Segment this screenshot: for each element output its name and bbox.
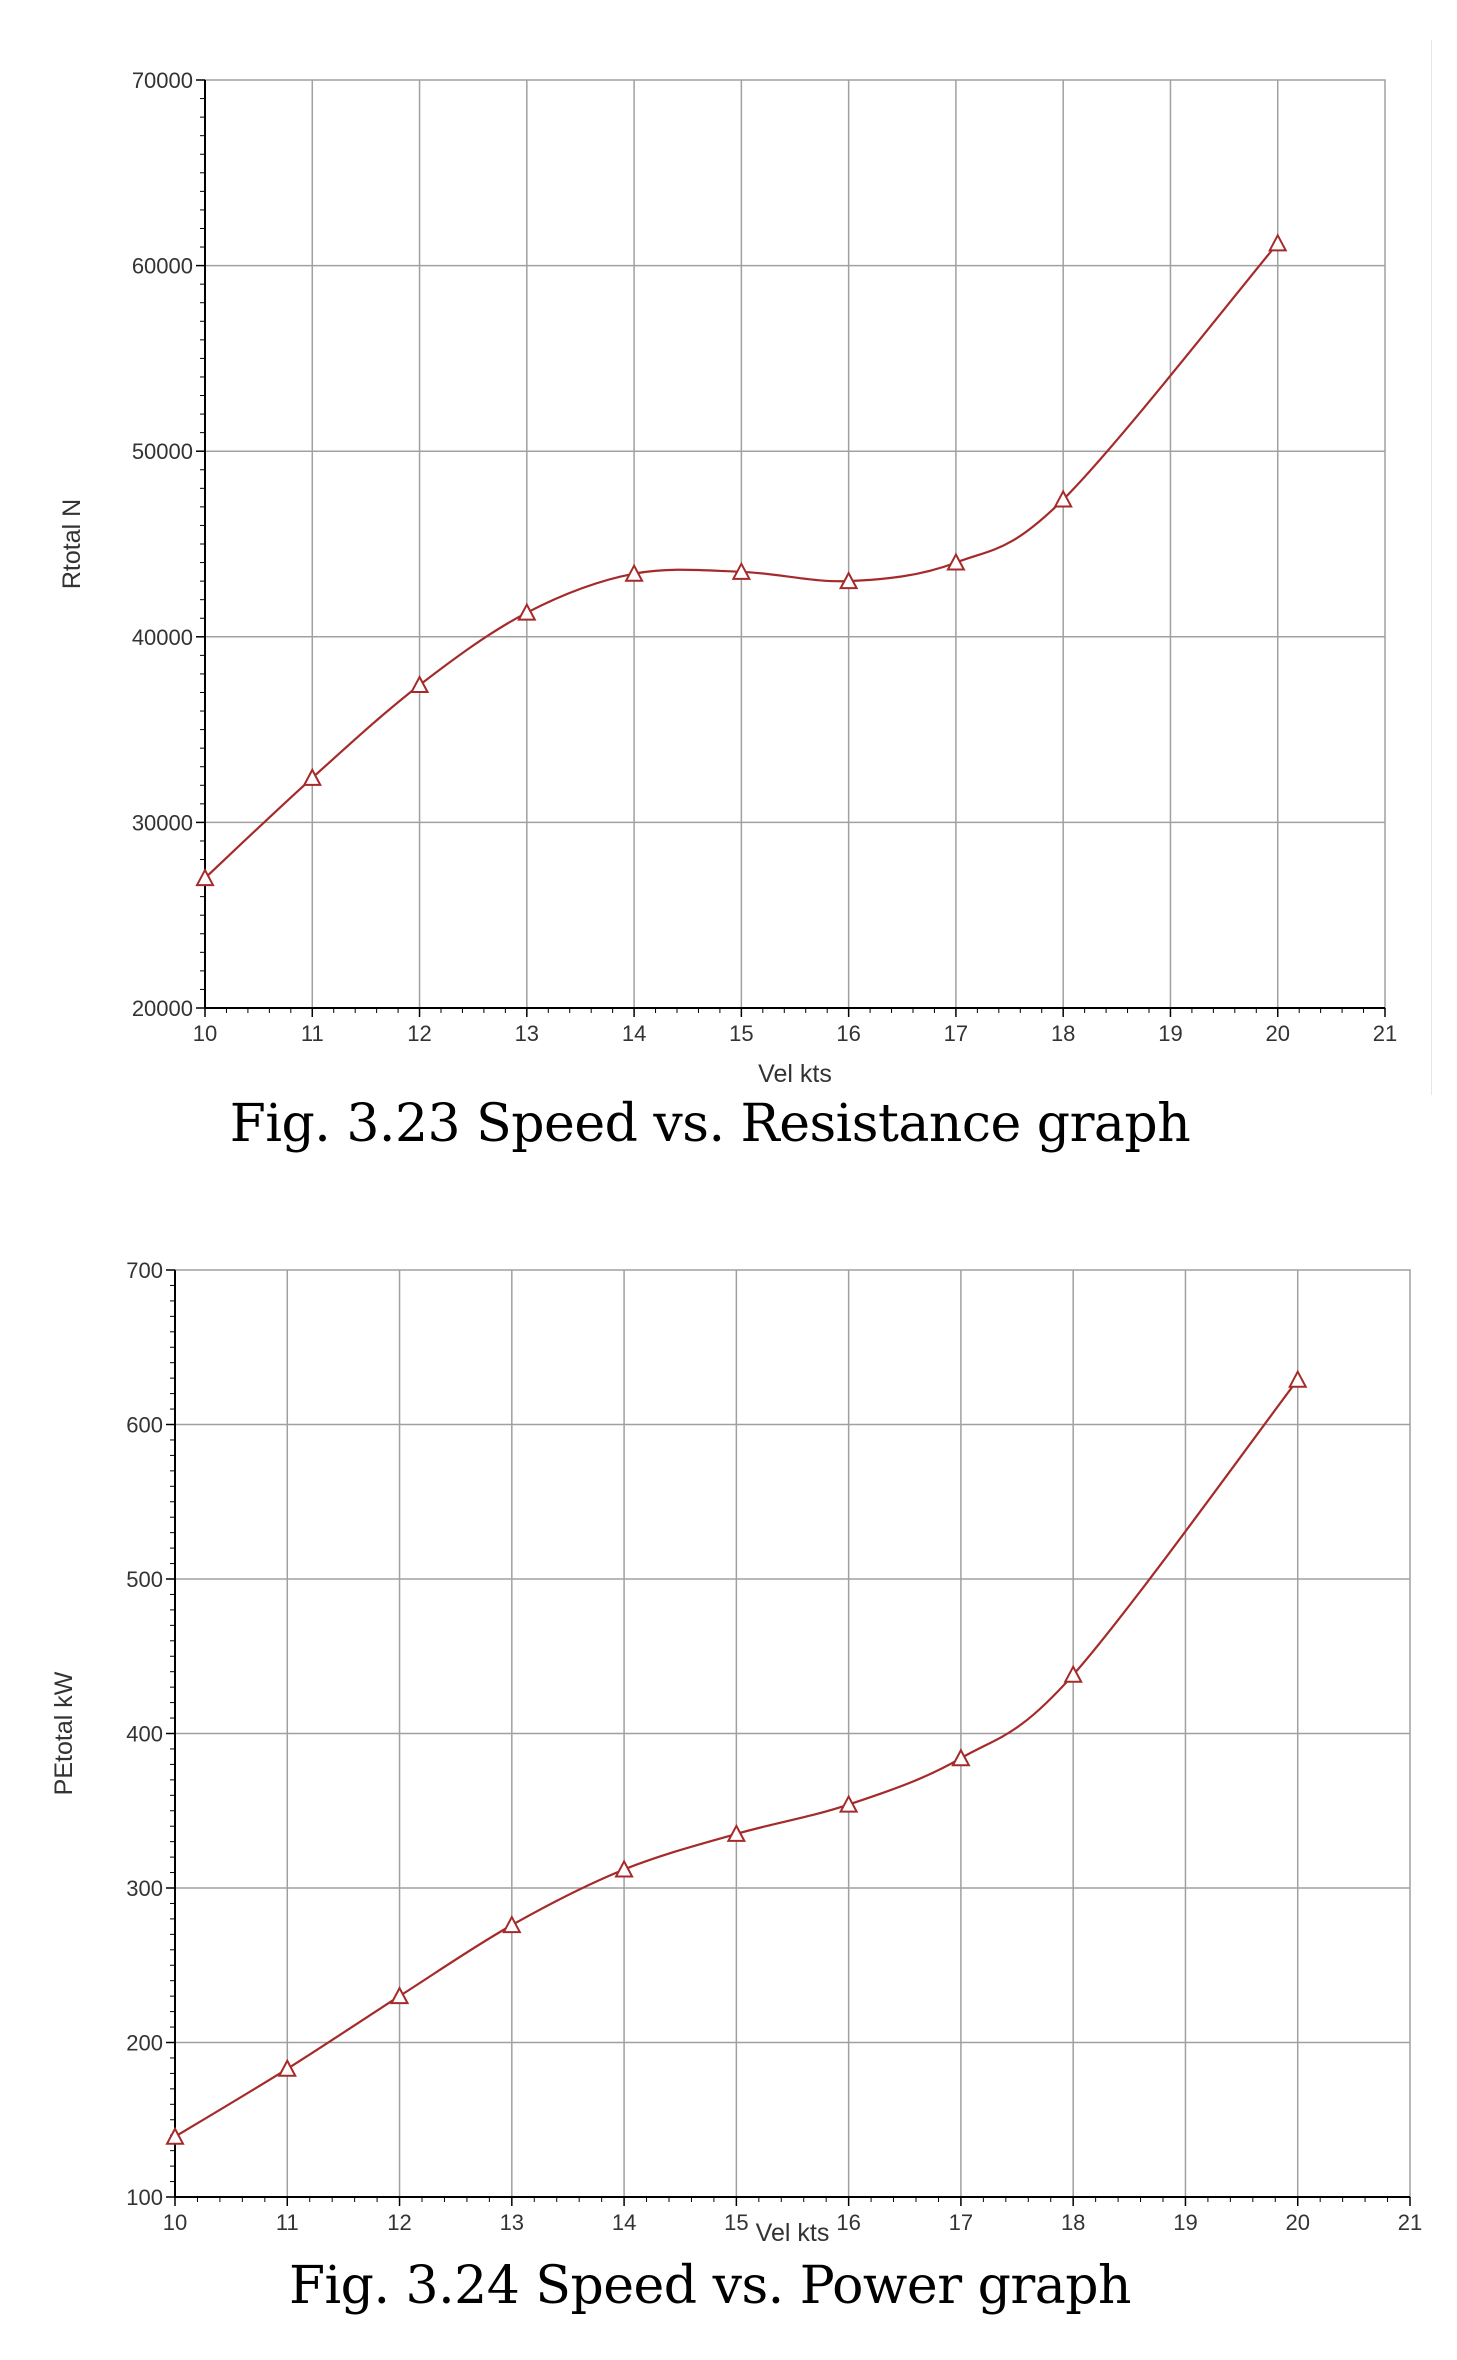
x-tick-label: 20	[1265, 1021, 1289, 1046]
x-tick-label: 10	[163, 2210, 187, 2235]
x-tick-label: 17	[949, 2210, 973, 2235]
power-chart-caption: Fig. 3.24 Speed vs. Power graph	[288, 2256, 1132, 2316]
y-tick-label: 50000	[132, 439, 193, 464]
x-tick-label: 10	[193, 1021, 217, 1046]
plot-area-frame	[204, 79, 1386, 1009]
y-tick-label: 100	[126, 2185, 163, 2210]
x-tick-label: 11	[301, 1021, 324, 1046]
right-edge-divider	[1431, 40, 1432, 1095]
data-point-marker	[838, 1794, 859, 1813]
data-point-marker	[946, 552, 966, 571]
y-tick-label: 200	[126, 2031, 163, 2056]
x-tick-label: 16	[836, 2210, 860, 2235]
data-point-marker	[409, 674, 430, 694]
x-tick-label: 19	[1173, 2210, 1197, 2235]
x-tick-label: 16	[836, 1021, 860, 1046]
power-chart: 10 11 12 13 14 15 16 17 18 19 20 21 100 200 300 400 500 6…	[50, 1258, 1422, 2247]
data-point-marker	[502, 1914, 522, 1934]
data-point-marker	[195, 867, 215, 887]
data-point-marker	[838, 570, 859, 590]
data-point-marker	[165, 2126, 185, 2145]
y-tick-label: 70000	[132, 68, 193, 93]
x-tick-label: 15	[724, 2210, 748, 2235]
x-tick-label: 21	[1373, 1021, 1397, 1046]
data-point-marker	[517, 602, 537, 621]
data-point-marker	[1053, 489, 1073, 508]
y-tick-label: 500	[126, 1567, 163, 1592]
y-tick-label: 700	[126, 1258, 163, 1283]
power-chart-block: 10 11 12 13 14 15 16 17 18 19 20 21 100 200 300 400 500 6…	[0, 1180, 1457, 2360]
resistance-chart-block: 10 11 12 13 14 15 16 17 18 19 20 21 20000 30000 40000 5…	[58, 40, 1432, 1154]
y-tick-label: 40000	[132, 625, 193, 650]
y-tick-label: 600	[126, 1413, 163, 1438]
x-tick-label: 14	[612, 2210, 636, 2235]
y-axis-title: PEtotal kW	[50, 1671, 78, 1795]
x-tick-label: 18	[1061, 2210, 1085, 2235]
x-tick-label: 13	[515, 1021, 539, 1046]
y-tick-label: 20000	[132, 996, 193, 1021]
data-point-marker	[951, 1748, 971, 1767]
data-point-marker	[1288, 1369, 1308, 1388]
x-tick-label: 11	[276, 2210, 299, 2235]
data-point-marker	[1063, 1664, 1083, 1683]
x-tick-label: 13	[500, 2210, 524, 2235]
data-point-marker	[302, 767, 322, 786]
resistance-chart: 10 11 12 13 14 15 16 17 18 19 20 21 20000 30000 40000 5…	[58, 68, 1397, 1088]
data-point-marker	[731, 561, 752, 580]
data-point-marker	[1268, 233, 1288, 252]
x-tick-label: 12	[387, 2210, 411, 2235]
data-point-marker	[389, 1986, 410, 2005]
x-tick-label: 20	[1285, 2210, 1309, 2235]
y-tick-label: 400	[126, 1722, 163, 1747]
x-axis-title: Vel kts	[758, 1060, 832, 1088]
x-tick-label: 18	[1051, 1021, 1075, 1046]
x-tick-label: 19	[1158, 1021, 1182, 1046]
x-tick-label: 12	[407, 1021, 431, 1046]
y-tick-label: 30000	[132, 810, 193, 835]
y-tick-label: 300	[126, 1876, 163, 1901]
data-point-marker	[624, 563, 644, 582]
data-point-marker	[726, 1823, 747, 1842]
data-point-marker	[277, 2058, 297, 2077]
x-tick-label: 17	[944, 1021, 968, 1046]
y-tick-label: 60000	[132, 254, 193, 279]
data-point-marker	[614, 1859, 634, 1878]
y-axis-title: Rtotal N	[58, 499, 86, 589]
x-tick-label: 21	[1398, 2210, 1422, 2235]
x-tick-label: 15	[729, 1021, 753, 1046]
x-tick-label: 14	[622, 1021, 646, 1046]
x-axis-title: Vel kts	[756, 2219, 830, 2247]
resistance-chart-caption: Fig. 3.23 Speed vs. Resistance graph	[229, 1094, 1191, 1154]
